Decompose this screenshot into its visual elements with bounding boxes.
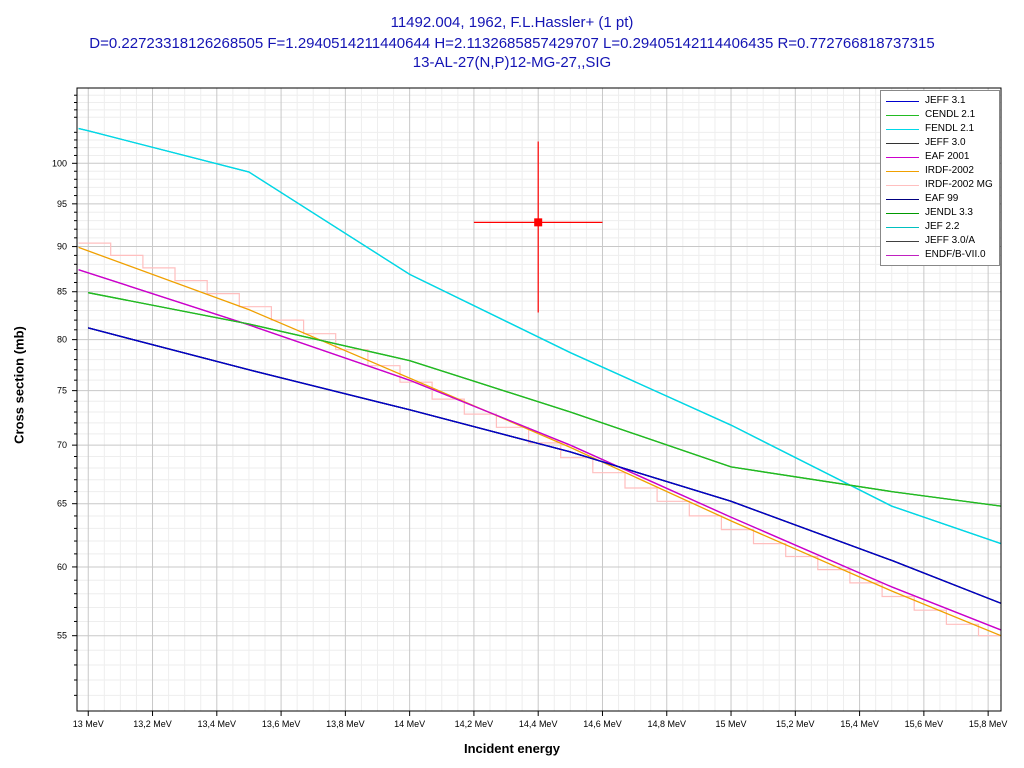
x-tick-label: 14,4 MeV — [519, 719, 558, 729]
legend-label: EAF 2001 — [925, 151, 970, 162]
legend-swatch — [886, 171, 919, 172]
chart-title: 11492.004, 1962, F.L.Hassler+ (1 pt) — [390, 14, 634, 31]
x-tick-label: 13,6 MeV — [262, 719, 301, 729]
series-line-eaf-2001 — [78, 269, 1002, 631]
x-tick-label: 14,2 MeV — [455, 719, 494, 729]
plot-frame — [76, 87, 1002, 712]
legend-swatch — [886, 241, 919, 242]
x-tick-label: 14,6 MeV — [583, 719, 622, 729]
legend-item: JEFF 3.1 — [881, 94, 999, 108]
x-tick-label: 15 MeV — [716, 719, 747, 729]
legend-item: EAF 2001 — [881, 150, 999, 164]
legend-swatch — [886, 157, 919, 158]
legend-item: CENDL 2.1 — [881, 108, 999, 122]
legend-label: CENDL 2.1 — [925, 109, 976, 120]
legend-item: EAF 99 — [881, 192, 999, 206]
legend-label: JENDL 3.3 — [925, 207, 973, 218]
series-line-irdf-2002 — [78, 246, 1002, 637]
legend-swatch — [886, 143, 919, 144]
y-tick-label: 90 — [57, 242, 67, 252]
legend-label: JEFF 3.1 — [925, 95, 966, 106]
x-tick-label: 15,6 MeV — [905, 719, 944, 729]
legend-swatch — [886, 129, 919, 130]
legend-label: IRDF-2002 — [925, 165, 974, 176]
y-tick-label: 60 — [57, 562, 67, 572]
x-tick-label: 13,8 MeV — [326, 719, 365, 729]
legend-item: JEFF 3.0/A — [881, 234, 999, 248]
y-axis-label: Cross section (mb) — [11, 326, 27, 444]
legend-swatch — [886, 115, 919, 116]
y-tick-label: 100 — [52, 158, 67, 168]
series-line-irdf-2002-mg — [78, 242, 1001, 637]
experimental-data-point — [534, 218, 543, 227]
x-tick-label: 13,4 MeV — [198, 719, 237, 729]
legend-label: JEF 2.2 — [925, 221, 960, 232]
x-axis-label: Incident energy — [463, 741, 561, 756]
legend-item: JENDL 3.3 — [881, 206, 999, 220]
y-tick-label: 70 — [57, 440, 67, 450]
x-tick-label: 14,8 MeV — [647, 719, 686, 729]
series-line-fendl-2-1 — [78, 127, 1002, 545]
y-tick-label: 80 — [57, 335, 67, 345]
legend-swatch — [886, 199, 919, 200]
y-tick-label: 75 — [57, 386, 67, 396]
legend-swatch — [886, 185, 919, 186]
legend-label: IRDF-2002 MG — [925, 179, 993, 190]
chart-subtitle-reaction: 13-AL-27(N,P)12-MG-27,,SIG — [412, 54, 612, 71]
legend-item: IRDF-2002 MG — [881, 178, 999, 192]
legend-label: FENDL 2.1 — [925, 123, 975, 134]
legend-item: IRDF-2002 — [881, 164, 999, 178]
x-tick-label: 14 MeV — [394, 719, 425, 729]
legend-item: FENDL 2.1 — [881, 122, 999, 136]
legend-label: JEFF 3.0/A — [925, 235, 976, 246]
legend-swatch — [886, 101, 919, 102]
y-tick-label: 95 — [57, 199, 67, 209]
legend-item: JEFF 3.0 — [881, 136, 999, 150]
legend-label: ENDF/B-VII.0 — [925, 249, 986, 260]
legend-swatch — [886, 227, 919, 228]
legend-swatch — [886, 255, 919, 256]
x-tick-label: 13 MeV — [73, 719, 104, 729]
x-tick-label: 15,2 MeV — [776, 719, 815, 729]
legend-label: JEFF 3.0 — [925, 137, 966, 148]
x-tick-label: 15,4 MeV — [840, 719, 879, 729]
legend-item: JEF 2.2 — [881, 220, 999, 234]
y-tick-label: 65 — [57, 499, 67, 509]
series-line-cendl-2-1 — [88, 292, 1002, 507]
legend: JEFF 3.1 CENDL 2.1 FENDL 2.1 JEFF 3.0 EAF 20… — [880, 90, 1000, 266]
y-tick-label: 55 — [57, 631, 67, 641]
legend-item: ENDF/B-VII.0 — [881, 248, 999, 262]
x-tick-label: 13,2 MeV — [133, 719, 172, 729]
legend-label: EAF 99 — [925, 193, 959, 204]
plot-area — [77, 88, 1001, 711]
series-line-jeff-3-1 — [88, 327, 1002, 604]
x-tick-label: 15,8 MeV — [969, 719, 1008, 729]
y-tick-label: 85 — [57, 287, 67, 297]
legend-swatch — [886, 213, 919, 214]
chart-subtitle-parameters: D=0.22723318126268505 F=1.29405142114406… — [89, 35, 935, 52]
